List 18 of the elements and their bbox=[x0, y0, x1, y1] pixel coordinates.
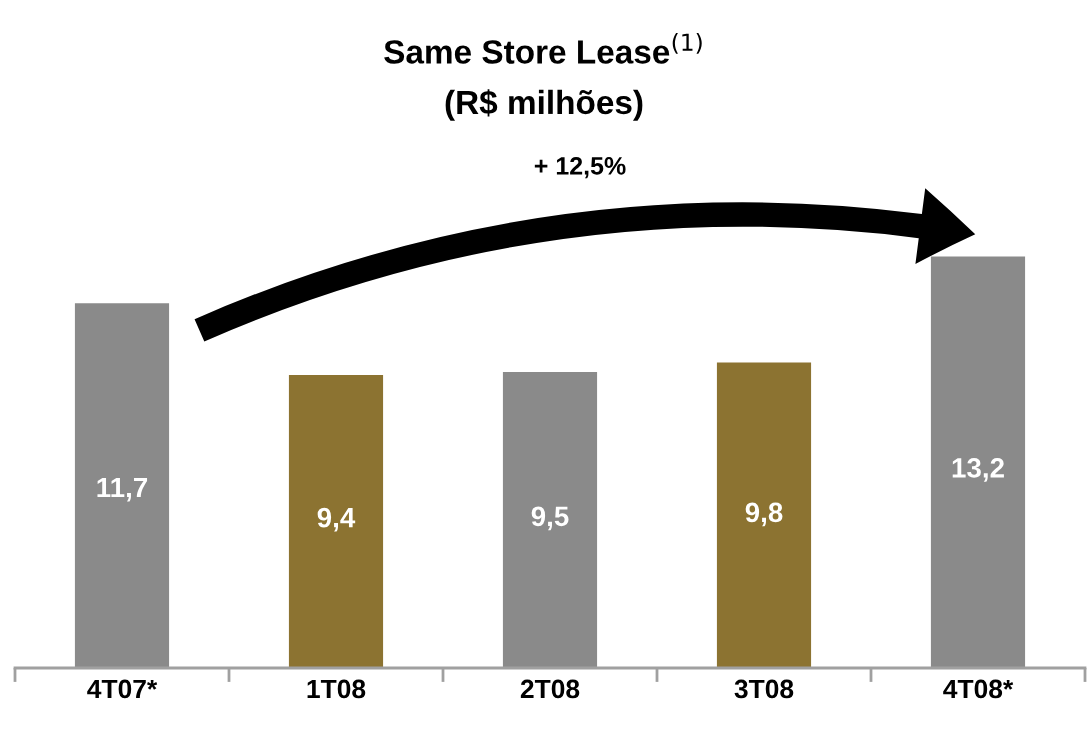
bar bbox=[716, 362, 812, 668]
chart-subtitle: (R$ milhões) bbox=[445, 89, 643, 121]
text: + 12,5% bbox=[534, 157, 626, 179]
data-label: 11,7 bbox=[97, 477, 148, 502]
x-tick-label: 3T08 bbox=[734, 679, 794, 699]
data-label: 13,2 bbox=[952, 458, 1004, 482]
bar bbox=[288, 375, 384, 668]
x-tick-label: 4T08* bbox=[943, 679, 1014, 699]
bar bbox=[74, 303, 170, 668]
data-label: 9,4 bbox=[317, 507, 356, 532]
bar bbox=[930, 256, 1026, 668]
x-tick-label: 1T08 bbox=[307, 679, 366, 699]
x-tick-label: 2T08 bbox=[520, 679, 580, 699]
data-label: 9,8 bbox=[745, 502, 783, 527]
data-label: 9,5 bbox=[531, 506, 569, 531]
x-tick-label: 4T07* bbox=[87, 679, 158, 699]
bar bbox=[502, 371, 598, 668]
chart-title: Same Store Lease$^{(1)}$ bbox=[384, 32, 702, 64]
